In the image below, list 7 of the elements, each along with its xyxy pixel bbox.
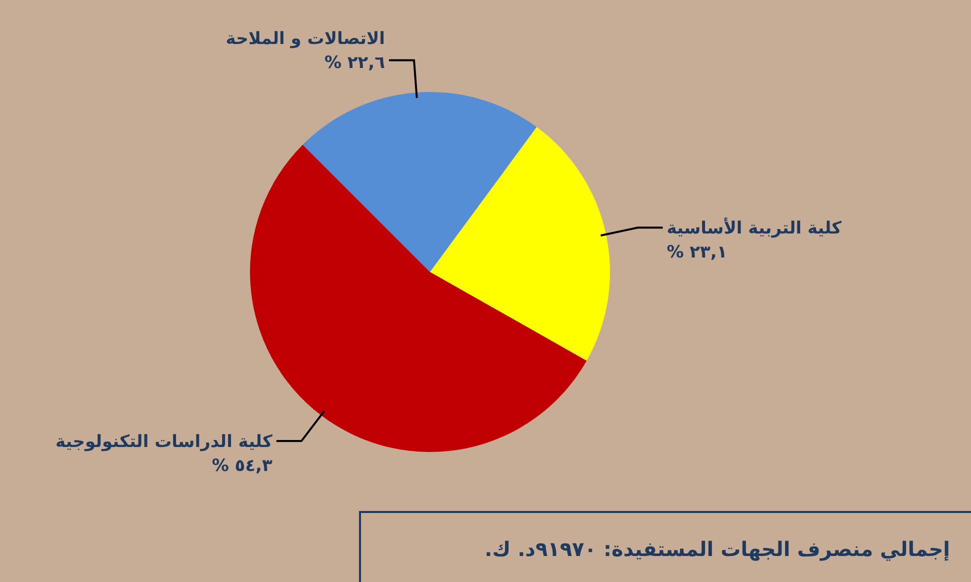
- slice-label: كلية الدراسات التكنولوجية: [55, 432, 273, 452]
- slice-label: كلية التربية الأساسية: [666, 216, 842, 239]
- data-label: ٢٢,٦ %: [324, 53, 385, 74]
- data-label: ٥٤,٣ %: [212, 456, 274, 476]
- slice-label: الاتصالات و الملاحة: [226, 29, 385, 50]
- text: إجمالي منصرف الجهات المستفيدة: ٩١٩٧٠د. ك.: [484, 537, 950, 561]
- data-label: ٢٣,١ %: [666, 242, 728, 263]
